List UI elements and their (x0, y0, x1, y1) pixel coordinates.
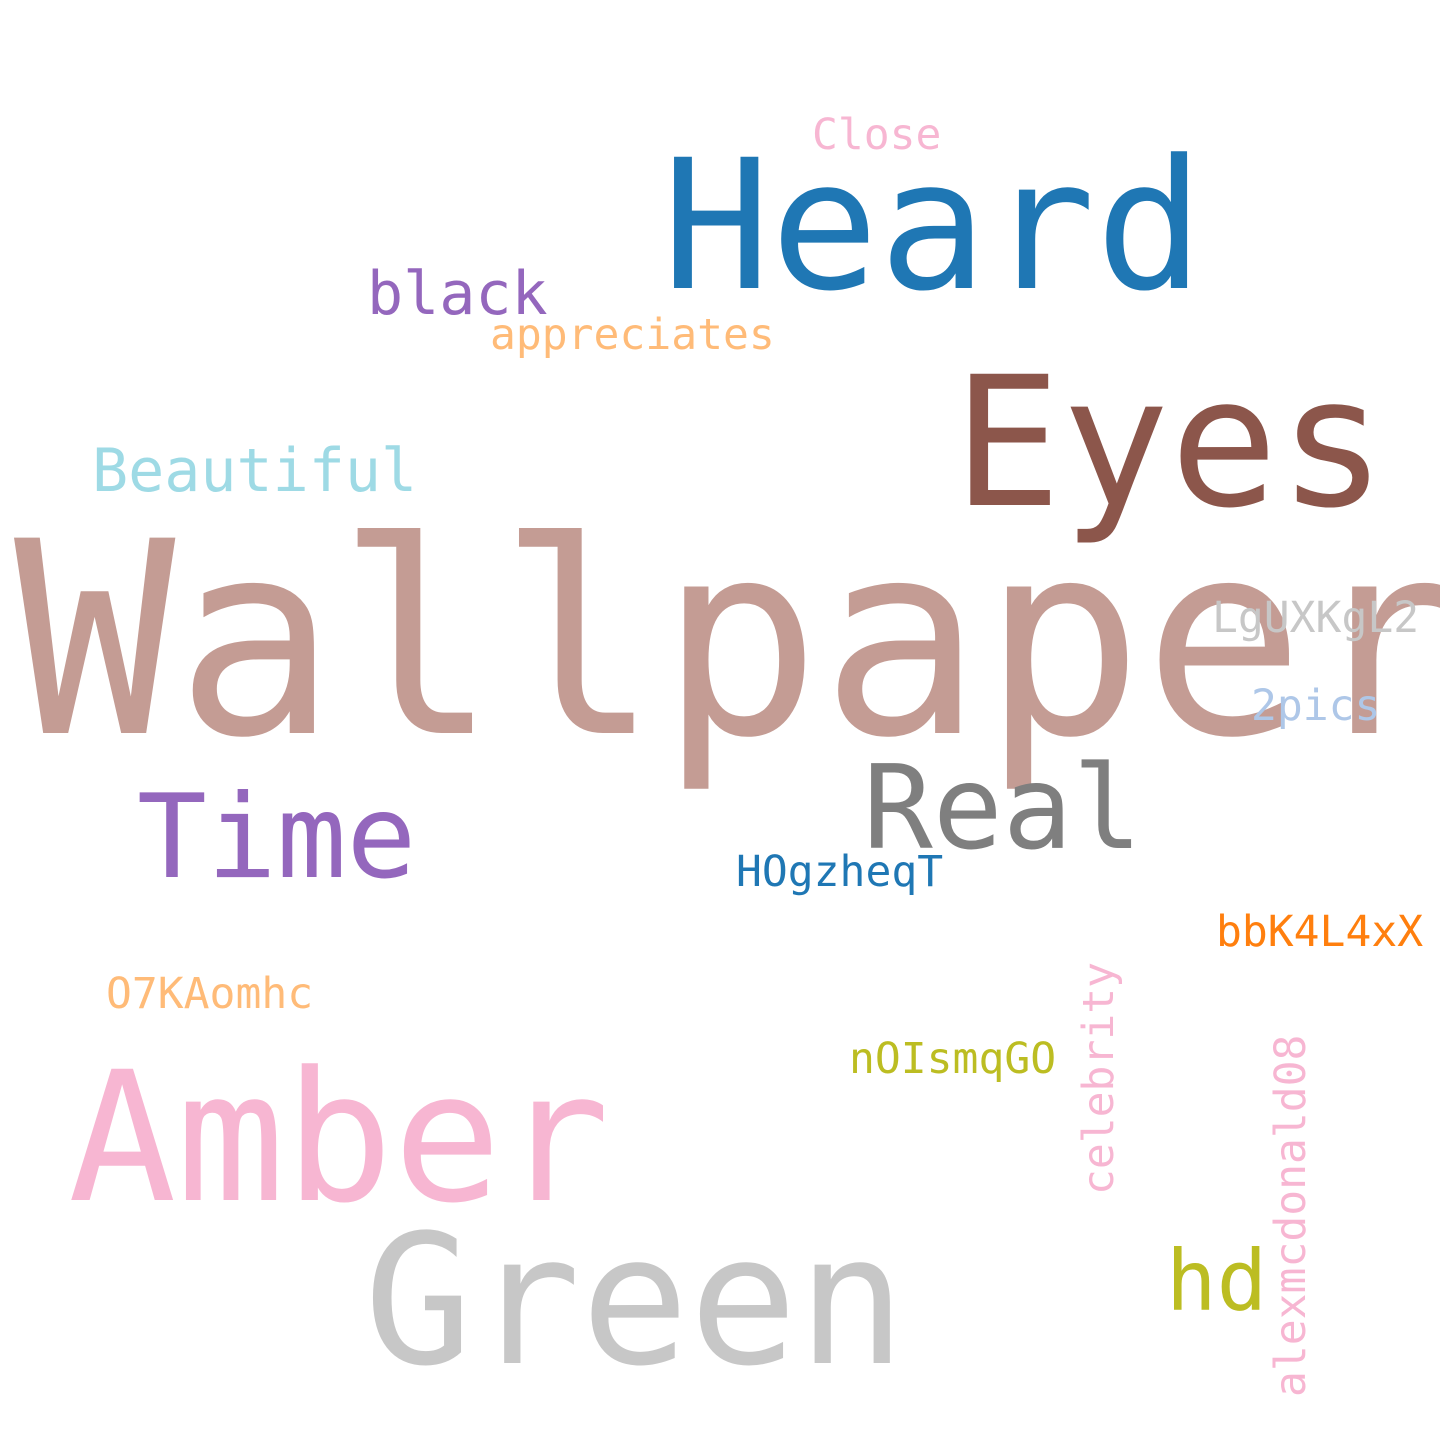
word-hogzheqt: HOgzheqT (736, 847, 944, 897)
word-appreciates: appreciates (490, 310, 775, 360)
word-noismqgo: nOIsmqGO (849, 1034, 1057, 1084)
word-2pics: 2pics (1251, 681, 1381, 731)
word-time: Time (137, 770, 417, 905)
word-hd: hd (1166, 1232, 1268, 1330)
word-celebrity: celebrity (1074, 962, 1124, 1195)
word-alexmcdonald08: alexmcdonald08 (1266, 1034, 1316, 1397)
word-wallpaper: Wallpaper (14, 485, 1440, 797)
word-beautiful: Beautiful (92, 436, 418, 506)
word-o7kaomhc: O7KAomhc (106, 969, 314, 1019)
word-heard: Heard (662, 122, 1204, 331)
word-bbk4l4xx: bbK4L4xX (1216, 907, 1424, 957)
word-eyes: Eyes (953, 339, 1387, 548)
word-close: Close (812, 110, 942, 160)
word-real: Real (863, 741, 1143, 876)
word-green: Green (364, 1197, 906, 1406)
word-black: black (367, 259, 548, 329)
word-amber: Amber (68, 1034, 610, 1243)
word-lguxkgl2: LgUXKgL2 (1212, 593, 1420, 643)
